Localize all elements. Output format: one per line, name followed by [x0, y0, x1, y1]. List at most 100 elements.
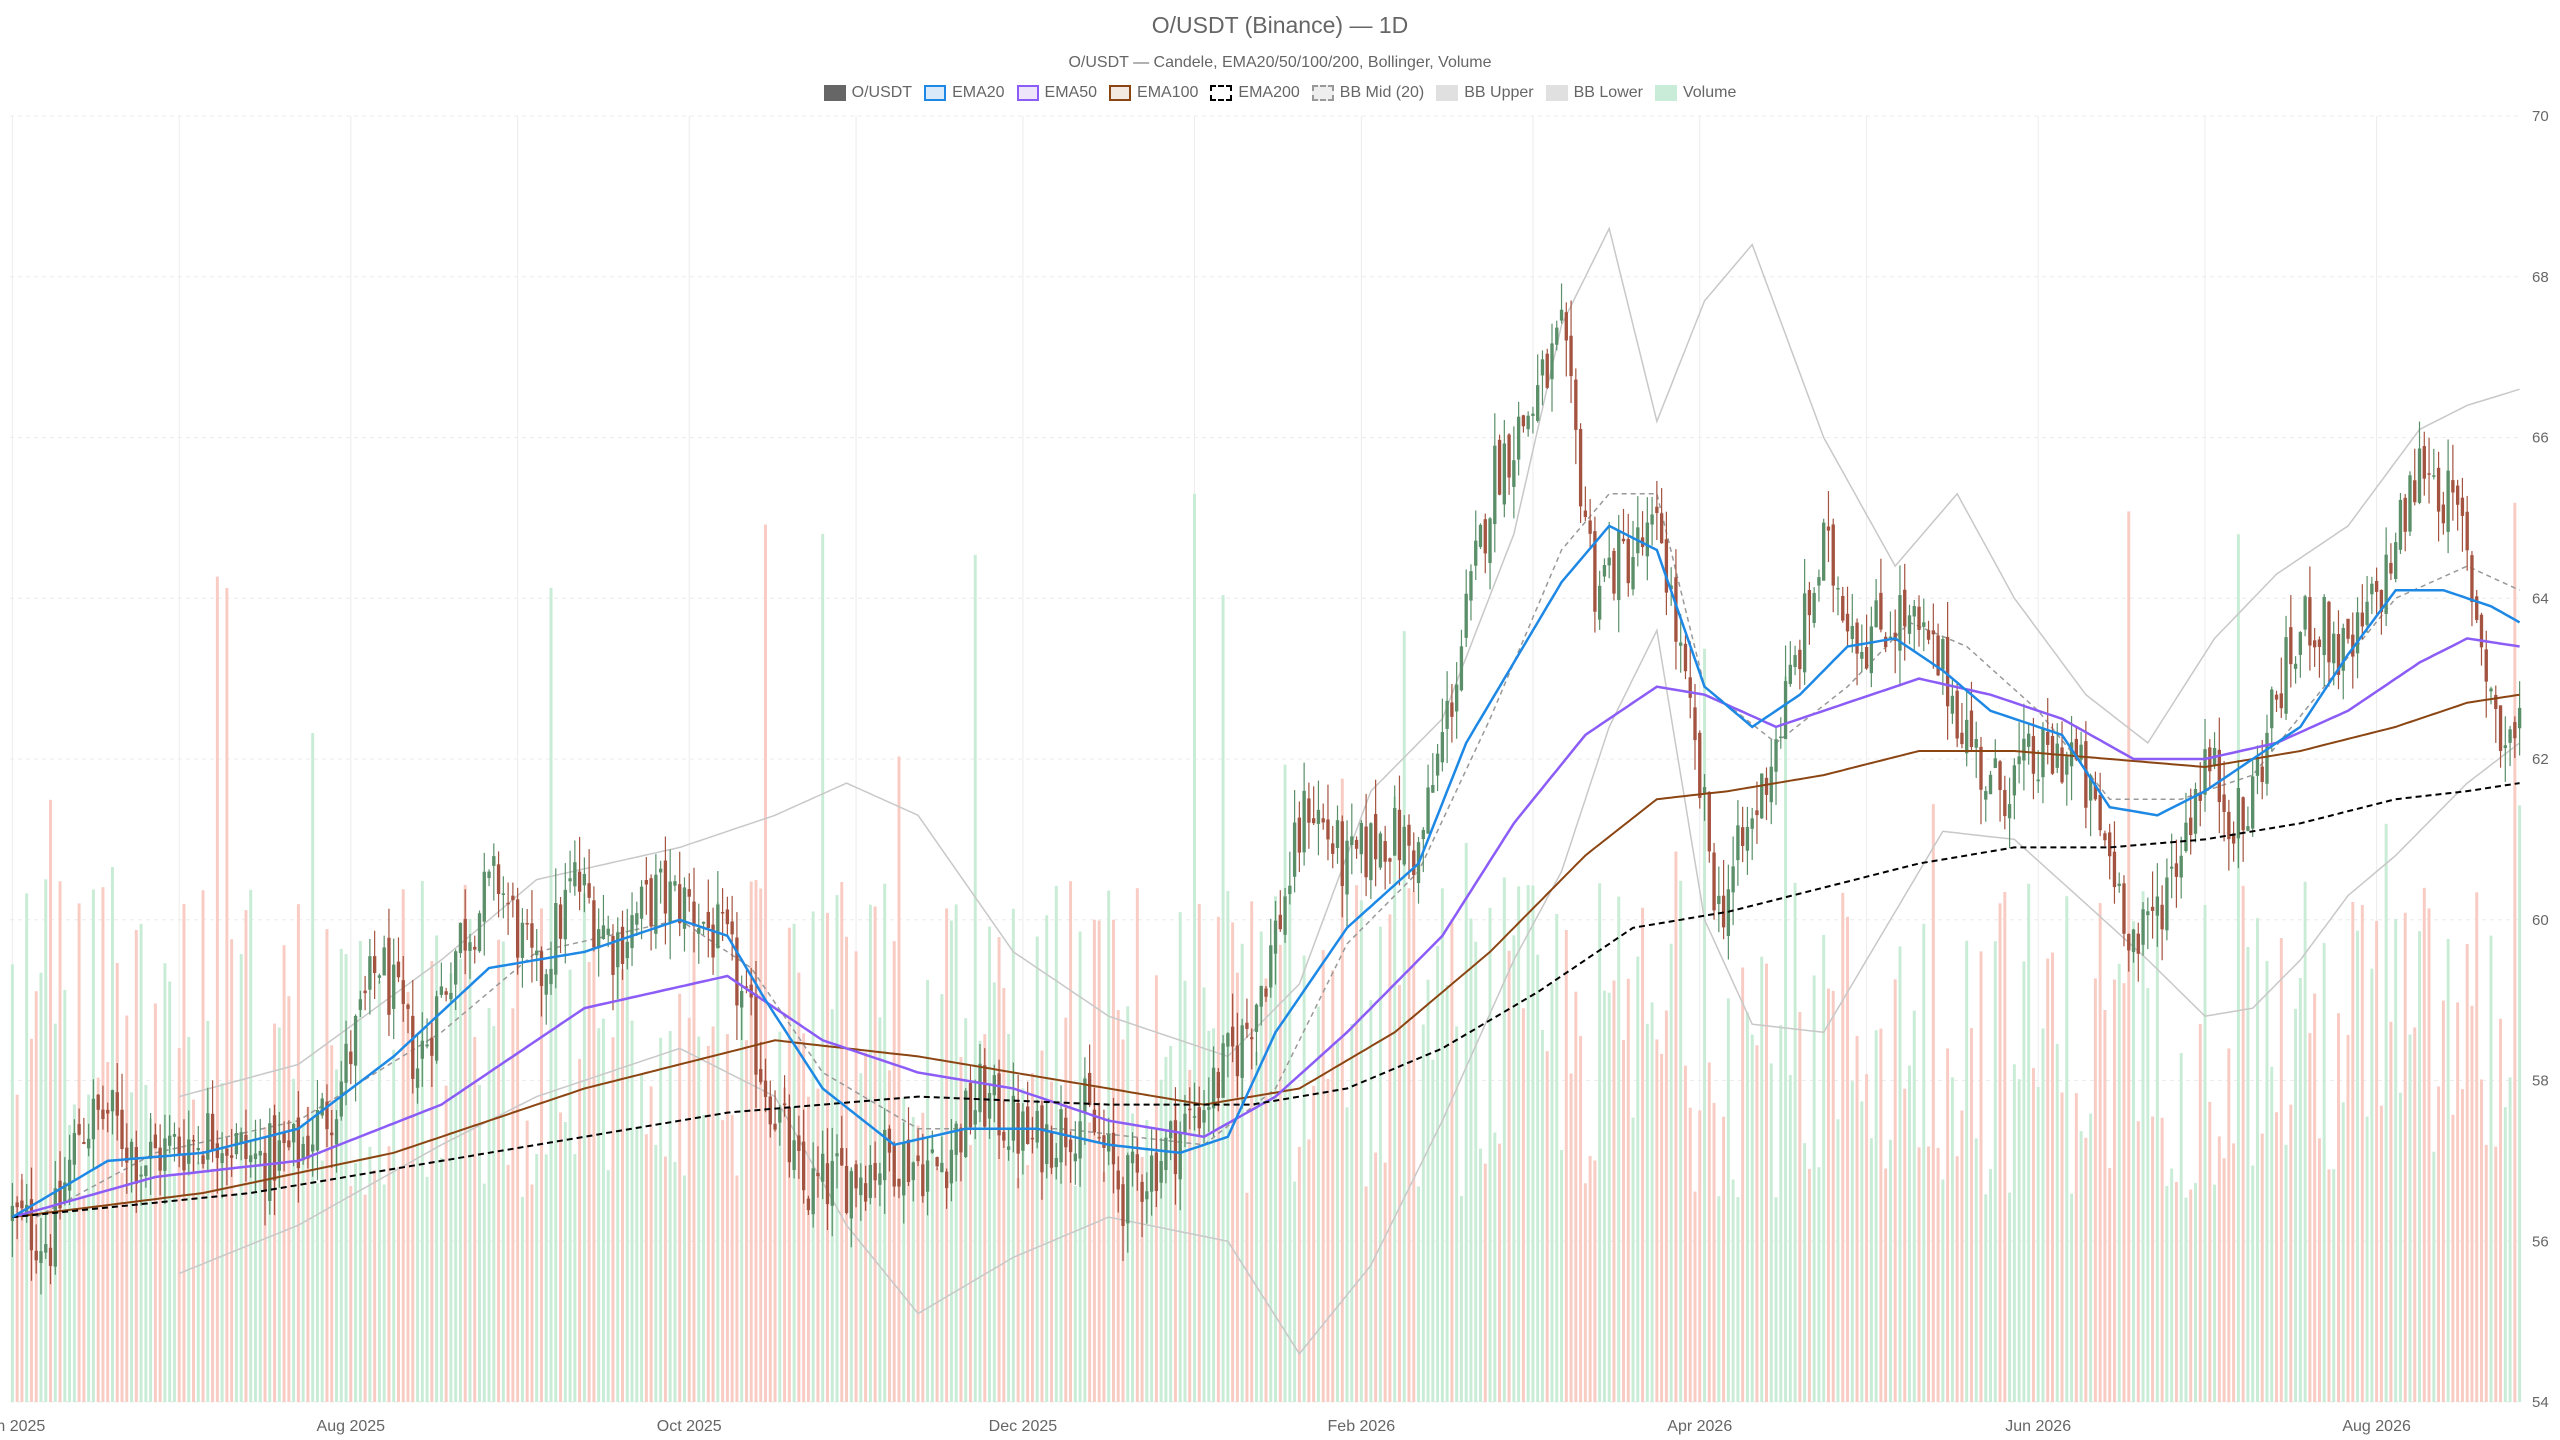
legend-swatch — [1654, 85, 1677, 101]
candle-body — [1488, 518, 1492, 564]
legend-item[interactable]: EMA50 — [1016, 84, 1097, 102]
candle-body — [15, 1202, 19, 1208]
candle-body — [1984, 791, 1988, 800]
candle-body — [944, 1171, 949, 1189]
candle-body — [439, 986, 444, 995]
candle-body — [2131, 929, 2136, 953]
x-tick-label: Aug 2026 — [2342, 1418, 2411, 1435]
volume-bar — [382, 1184, 386, 1402]
candle-body — [34, 1250, 38, 1261]
legend-item[interactable]: O/USDT — [823, 84, 912, 102]
candle-body — [1793, 655, 1797, 667]
legend-item[interactable]: EMA100 — [1109, 84, 1198, 102]
candle-body — [1297, 817, 1302, 853]
volume-bar — [1040, 1050, 1044, 1402]
volume-bar — [1731, 1179, 1735, 1402]
candle-body — [2088, 775, 2093, 801]
volume-bar — [1216, 916, 1220, 1402]
candle-body — [1121, 1184, 1125, 1226]
volume-bar — [1483, 1163, 1487, 1402]
candle-body — [139, 1174, 143, 1177]
legend-item[interactable]: BB Lower — [1545, 84, 1643, 102]
legend-swatch — [1109, 85, 1132, 101]
candle-body — [2203, 749, 2207, 795]
volume-bar — [1755, 1045, 1759, 1402]
candle-body — [2251, 776, 2255, 829]
legend-item[interactable]: EMA20 — [924, 84, 1005, 102]
volume-bar — [1269, 978, 1273, 1402]
volume-bar — [2003, 891, 2007, 1402]
volume-bar — [1059, 1116, 1063, 1402]
volume-bar — [764, 524, 767, 1402]
candle-body — [1202, 1110, 1206, 1123]
volume-bar — [2103, 1009, 2107, 1402]
candle-body — [258, 1150, 262, 1156]
volume-bar — [430, 961, 434, 1402]
volume-bar — [339, 948, 343, 1402]
volume-bar — [144, 1084, 148, 1402]
volume-bar — [1021, 1088, 1025, 1402]
volume-bar — [1383, 1162, 1387, 1402]
volume-bar — [263, 1127, 267, 1402]
volume-bar — [525, 1120, 529, 1402]
volume-bar — [911, 1117, 915, 1402]
volume-bar — [1102, 1172, 1106, 1402]
candle-body — [2293, 663, 2298, 669]
candle-body — [949, 1149, 954, 1184]
candle-body — [2517, 707, 2522, 729]
candle-body — [549, 968, 553, 985]
volume-bar — [2017, 1079, 2021, 1402]
volume-bar — [2046, 958, 2050, 1402]
candle-body — [1564, 312, 1568, 341]
candle-body — [48, 1247, 53, 1266]
legend-swatch — [823, 85, 846, 101]
candle-body — [1250, 1037, 1254, 1040]
candle-body — [1536, 385, 1540, 421]
candle-body — [587, 883, 591, 898]
candle-body — [1092, 1109, 1097, 1133]
candle-body — [1955, 690, 1959, 739]
volume-bar — [196, 1161, 200, 1402]
candle-body — [1459, 646, 1464, 691]
volume-bar — [1555, 914, 1559, 1402]
volume-bar — [2451, 1114, 2455, 1402]
candle-body — [1597, 585, 1602, 620]
candle-body — [2093, 784, 2098, 800]
candle-body — [301, 1143, 305, 1161]
candle-body — [1898, 595, 1902, 651]
legend-item[interactable]: Volume — [1654, 84, 1736, 102]
candle-body — [1168, 1121, 1173, 1139]
volume-bar — [1297, 1146, 1301, 1402]
candle-body — [2146, 911, 2150, 916]
volume-bar — [2284, 1144, 2288, 1402]
candle-body — [1302, 790, 1306, 853]
volume-bar — [2351, 902, 2355, 1402]
candle-body — [1440, 732, 1445, 763]
legend-item[interactable]: EMA200 — [1210, 84, 1300, 102]
candle-body — [1402, 826, 1406, 865]
candle-body — [1755, 810, 1759, 816]
candle-body — [330, 1132, 334, 1136]
volume-bar — [358, 940, 362, 1402]
candle-body — [902, 1143, 906, 1196]
volume-bar — [1774, 1197, 1778, 1402]
legend-item[interactable]: BB Mid (20) — [1311, 84, 1424, 102]
candle-body — [620, 926, 625, 964]
legend-item[interactable]: BB Upper — [1436, 84, 1534, 102]
candle-body — [2022, 738, 2026, 761]
volume-bar — [682, 1175, 686, 1402]
candle-body — [1736, 825, 1740, 861]
volume-bar — [1293, 1181, 1297, 1402]
candle-body — [1750, 818, 1754, 829]
candle-body — [396, 961, 401, 978]
volume-bar — [2489, 935, 2493, 1402]
candle-body — [1207, 1107, 1211, 1110]
volume-bar — [1993, 941, 1997, 1402]
volume-bar — [111, 866, 114, 1402]
candle-body — [191, 1139, 196, 1142]
volume-bar — [1545, 1051, 1549, 1402]
candle-body — [582, 873, 587, 886]
volume-bar — [258, 1152, 262, 1402]
volume-bar — [535, 1153, 539, 1402]
candle-body — [2112, 851, 2117, 888]
